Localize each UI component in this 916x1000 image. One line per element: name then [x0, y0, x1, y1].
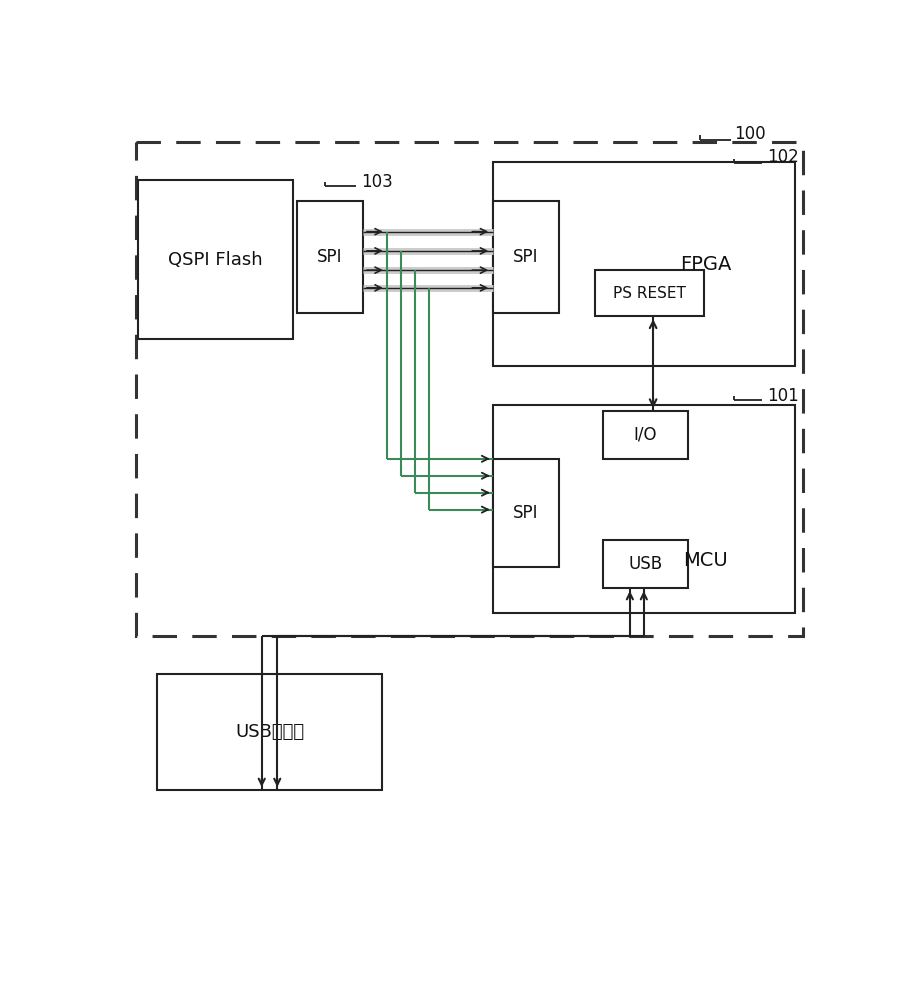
Text: 102: 102: [767, 148, 799, 166]
Text: PS RESET: PS RESET: [613, 286, 686, 301]
Text: SPI: SPI: [513, 248, 539, 266]
Text: FPGA: FPGA: [681, 255, 732, 274]
Bar: [493, 162, 795, 366]
Bar: [297, 201, 363, 312]
Text: 101: 101: [767, 387, 799, 405]
Text: USB: USB: [628, 555, 662, 573]
Text: QSPI Flash: QSPI Flash: [168, 251, 263, 269]
Text: MCU: MCU: [683, 551, 728, 570]
Bar: [137, 180, 293, 339]
Text: 103: 103: [361, 173, 393, 191]
Bar: [493, 459, 559, 567]
Bar: [136, 142, 802, 636]
Text: 100: 100: [735, 125, 766, 143]
Text: SPI: SPI: [317, 248, 343, 266]
Text: USB连接器: USB连接器: [234, 723, 304, 741]
Bar: [493, 405, 795, 613]
Bar: [603, 540, 688, 588]
Bar: [595, 270, 703, 316]
Bar: [158, 674, 382, 790]
Text: SPI: SPI: [513, 504, 539, 522]
Bar: [603, 411, 688, 459]
Text: I/O: I/O: [634, 426, 657, 444]
Bar: [493, 201, 559, 312]
